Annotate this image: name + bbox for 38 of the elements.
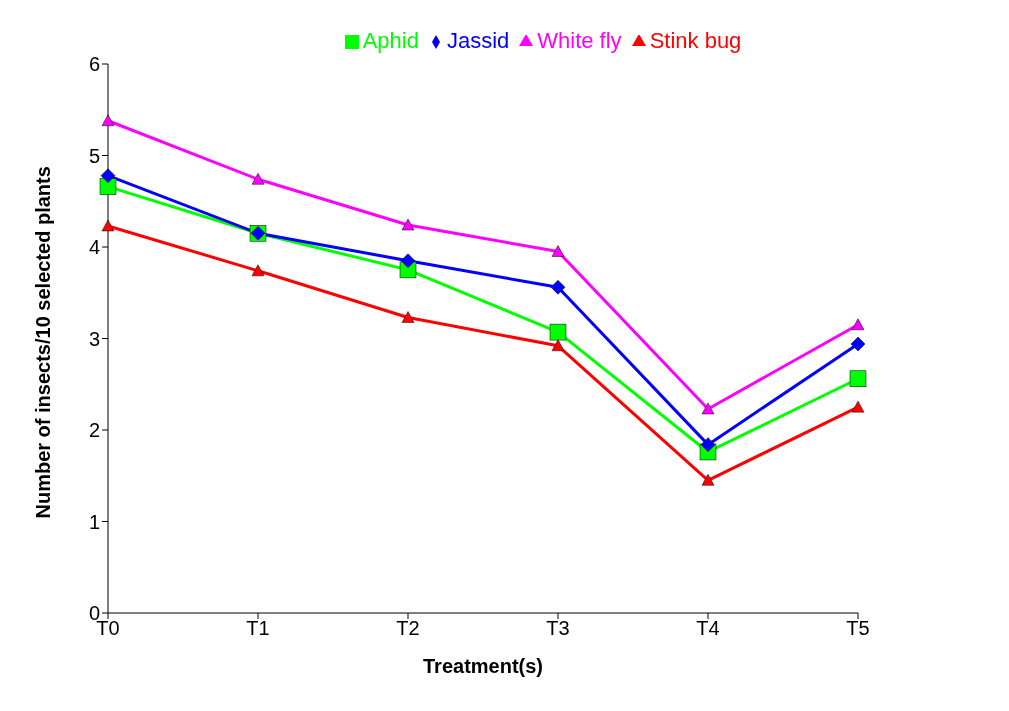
y-tick-label: 2 <box>88 419 100 442</box>
point <box>851 318 865 331</box>
point <box>101 114 115 126</box>
point <box>700 437 716 452</box>
point <box>101 219 115 232</box>
point <box>100 168 116 183</box>
x-tick-label: T1 <box>246 617 270 640</box>
legend-label: Jassid <box>446 28 510 53</box>
y-axis-title: Number of insects/10 selected plants <box>32 166 55 519</box>
point <box>251 264 265 277</box>
y-tick-label: 4 <box>88 236 100 259</box>
point <box>401 218 415 231</box>
point <box>251 173 265 185</box>
point <box>401 311 415 323</box>
point <box>701 402 715 415</box>
legend-label: Stink bug <box>649 28 742 53</box>
point <box>99 178 117 195</box>
y-tick-label: 1 <box>88 510 100 533</box>
point <box>400 253 416 268</box>
point <box>850 336 866 352</box>
point <box>550 280 566 295</box>
x-tick-label: T4 <box>696 617 720 640</box>
point <box>849 370 867 388</box>
x-tick-label: T3 <box>546 617 570 640</box>
y-tick-label: 6 <box>88 53 100 76</box>
x-axis-title: Treatment(s) <box>422 655 544 677</box>
legend-label: White fly <box>537 28 622 53</box>
y-tick-label: 3 <box>88 327 100 350</box>
y-tick-label: 0 <box>88 602 100 625</box>
point <box>701 474 715 486</box>
point <box>851 400 865 413</box>
point <box>551 339 565 352</box>
point <box>551 245 565 257</box>
x-tick-label: T5 <box>846 617 870 640</box>
y-tick-label: 5 <box>88 144 100 167</box>
legend-label: Aphid <box>362 28 419 53</box>
point <box>549 323 567 341</box>
x-tick-label: T2 <box>396 617 420 640</box>
